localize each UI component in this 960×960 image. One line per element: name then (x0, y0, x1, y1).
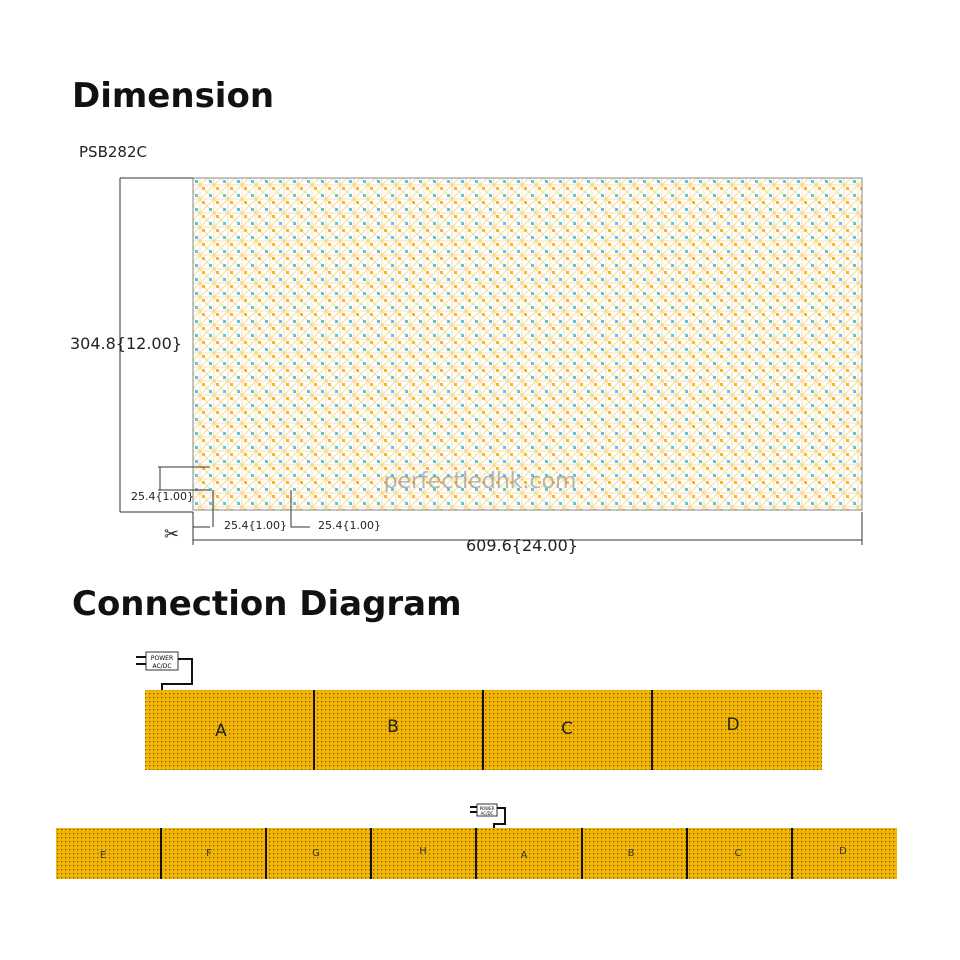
svg-text:POWER: POWER (151, 655, 173, 662)
segment-label: C (561, 719, 573, 739)
segment-label: A (521, 850, 528, 861)
scissors-icon: ✂ (164, 524, 179, 545)
power-supply-top: POWER AC/DC (136, 651, 193, 692)
width-dimension: 609.6{24.00} (466, 536, 578, 555)
svg-text:AC/DC: AC/DC (152, 663, 171, 670)
segment-label: B (387, 717, 399, 737)
svg-text:AC/DC: AC/DC (481, 811, 494, 816)
segment-label: D (726, 715, 739, 735)
segment-label: H (419, 846, 427, 857)
segment-label: B (628, 848, 635, 859)
segment-label: E (100, 850, 106, 861)
height-dimension: 304.8{12.00} (70, 334, 182, 353)
vertical-pitch: 25.4{1.00} (131, 490, 194, 503)
segment-label: C (735, 848, 742, 859)
segment-label: G (312, 848, 320, 859)
led-panel (192, 177, 863, 511)
model-number: PSB282C (79, 143, 147, 161)
watermark: perfectledhk.com (384, 469, 577, 494)
power-supply-bottom: POWER AC/DC (470, 803, 506, 830)
cut-pitch-1: 25.4{1.00} (224, 519, 287, 532)
dimension-lines (119, 177, 863, 545)
dimension-title: Dimension (72, 76, 275, 116)
cut-pitch-2: 25.4{1.00} (318, 519, 381, 532)
segment-label: D (839, 846, 847, 857)
segment-label: F (206, 848, 212, 859)
svg-text:POWER: POWER (480, 806, 495, 811)
connection-title: Connection Diagram (72, 584, 462, 624)
segment-label: A (215, 721, 227, 741)
